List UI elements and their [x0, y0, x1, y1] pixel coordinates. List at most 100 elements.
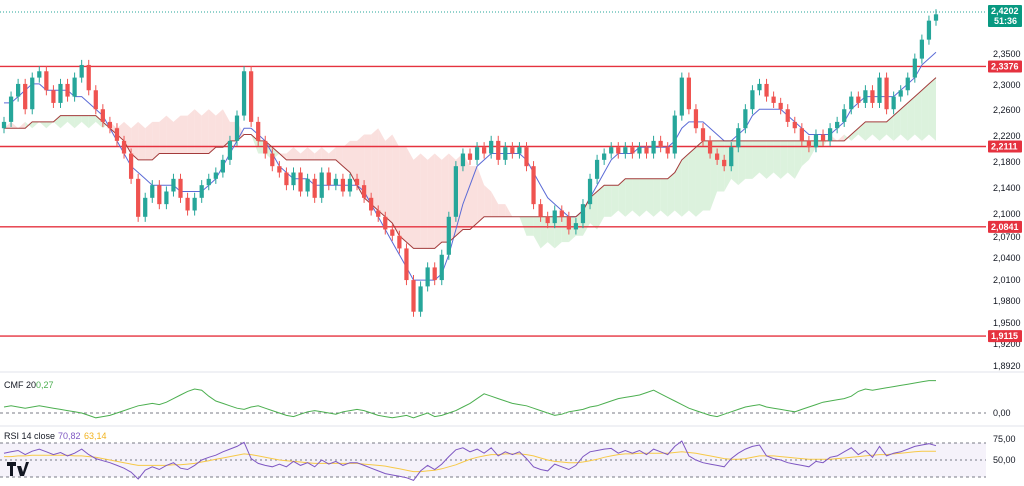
candle-body [136, 178, 141, 217]
candle-body [764, 83, 769, 97]
cmf-line [3, 380, 936, 419]
cmf-zero-label: 0,00 [993, 408, 1011, 418]
candle-body [249, 71, 254, 122]
cloud-segment [491, 191, 499, 217]
candle-body [37, 71, 42, 78]
cloud-segment [328, 147, 336, 160]
cloud-segment [53, 115, 61, 129]
cloud-segment [837, 134, 845, 141]
cloud-segment [81, 115, 89, 129]
candle-body [665, 147, 670, 154]
candle-body [898, 90, 903, 97]
candle-body [284, 172, 289, 186]
candle-body [849, 96, 854, 110]
cloud-segment [851, 128, 859, 141]
candle-body [474, 147, 480, 160]
cloud-segment [67, 115, 75, 129]
level-price-label: 2,0841 [991, 222, 1019, 232]
candle-body [8, 96, 14, 122]
candle-body [44, 71, 49, 91]
candle-body [496, 140, 501, 160]
candle-body [933, 14, 939, 21]
candle-body [806, 140, 812, 148]
candle-body [587, 178, 593, 205]
cloud-segment [131, 121, 139, 160]
price-tick-label: 2,0400 [993, 253, 1021, 263]
cloud-segment [928, 77, 936, 141]
cloud-segment [462, 153, 470, 230]
level-price-tag [988, 140, 1022, 153]
candle-body [517, 147, 522, 154]
candle-body [432, 267, 437, 281]
level-price-tag [988, 330, 1022, 343]
cloud-segment [681, 153, 689, 217]
candle-body [383, 216, 388, 230]
candle-body [686, 77, 691, 110]
rsi-band [0, 443, 986, 477]
cloud-segment [413, 153, 421, 249]
candle-body [326, 172, 331, 186]
candle-body [305, 178, 310, 192]
candle-body [707, 140, 713, 154]
candle-body [651, 140, 656, 154]
candle-body [729, 147, 734, 167]
candle-body [573, 223, 579, 230]
candle-body [545, 216, 550, 224]
cloud-segment [39, 121, 47, 129]
cloud-segment [180, 115, 188, 154]
candle-body [722, 159, 727, 167]
price-tick-label: 2,3000 [993, 80, 1021, 90]
candle-body [418, 286, 423, 312]
candlestick-series [1, 9, 939, 317]
cloud-segment [159, 115, 167, 154]
candle-body [1, 121, 7, 129]
candle-body [736, 128, 741, 148]
candle-body [100, 109, 105, 122]
candle-body [354, 178, 360, 186]
candle-body [827, 128, 833, 141]
cloud-segment [907, 96, 915, 141]
candle-body [270, 153, 275, 167]
candle-body [524, 147, 529, 167]
candle-body [185, 197, 190, 211]
candle-body [390, 229, 395, 236]
cloud-segment [314, 147, 322, 160]
candle-body [531, 166, 536, 205]
cloud-segment [173, 115, 181, 154]
tradingview-logo-icon[interactable] [6, 460, 30, 478]
cloud-segment [780, 140, 788, 179]
candle-body [128, 153, 134, 179]
candle-body [16, 83, 21, 97]
cloud-segment [124, 121, 132, 154]
level-price-label: 2,3376 [991, 61, 1019, 71]
candle-body [192, 197, 197, 211]
candle-body [538, 204, 543, 217]
candle-body [277, 166, 282, 173]
cloud-segment [752, 140, 760, 179]
cloud-segment [385, 134, 393, 224]
candle-body [411, 280, 416, 312]
price-axis[interactable]: 2,3500 2,3000 2,2600 2,2200 2,1800 2,1400 2,10… [988, 5, 1022, 371]
cloud-segment [138, 121, 146, 160]
cloud-segment [427, 153, 435, 249]
candle-body [51, 90, 56, 103]
candle-body [347, 178, 353, 192]
candle-body [439, 254, 444, 281]
cloud-segment [32, 121, 40, 129]
cloud-segment [166, 115, 174, 154]
cloud-segment [914, 90, 922, 141]
cloud-segment [406, 147, 414, 249]
candle-body [856, 96, 861, 103]
candle-body [891, 96, 896, 110]
candle-body [842, 109, 847, 122]
candle-body [234, 115, 240, 141]
cloud-segment [420, 153, 428, 249]
cloud-segment [674, 159, 682, 217]
candle-body [679, 77, 684, 116]
cloud-segment [74, 115, 82, 129]
candle-body [397, 235, 402, 249]
cloud-segment [738, 140, 746, 186]
candle-body [298, 172, 303, 192]
candle-body [792, 121, 797, 129]
